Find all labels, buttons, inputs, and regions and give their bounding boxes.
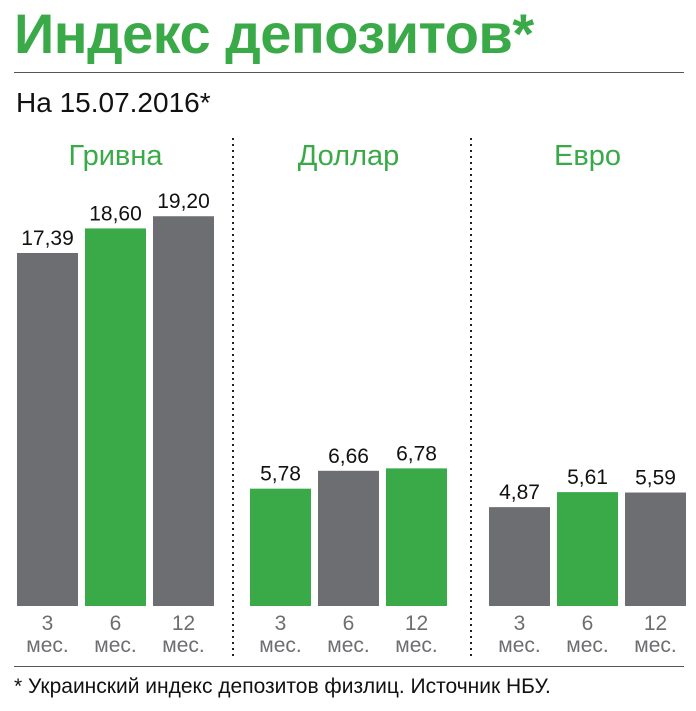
bar <box>557 492 618 606</box>
bar <box>17 252 78 606</box>
data-label: 18,60 <box>89 202 142 225</box>
footnote: * Украинский индекс депозитов физлиц. Ис… <box>14 675 551 698</box>
category-label-number: 3 <box>42 612 54 635</box>
category-label-unit: мес. <box>566 634 608 657</box>
category-label-unit: мес. <box>634 634 676 657</box>
data-label: 5,61 <box>567 466 608 489</box>
group-label: Гривна <box>69 140 164 172</box>
data-label: 6,78 <box>396 442 437 465</box>
bar <box>153 216 214 607</box>
bar <box>386 468 447 606</box>
bar <box>85 228 146 607</box>
bar <box>489 507 550 606</box>
category-label-number: 12 <box>172 612 195 635</box>
chart-subtitle: На 15.07.2016* <box>16 87 211 118</box>
category-label-number: 3 <box>275 612 287 635</box>
category-label-unit: мес. <box>259 634 301 657</box>
chart-title: Индекс депозитов* <box>14 2 534 65</box>
category-label-number: 6 <box>582 612 594 635</box>
category-label-number: 6 <box>343 612 355 635</box>
category-label-unit: мес. <box>327 634 369 657</box>
title-divider <box>14 72 684 73</box>
category-label-number: 12 <box>644 612 667 635</box>
category-label-number: 12 <box>405 612 428 635</box>
data-label: 4,87 <box>499 481 540 504</box>
group-label: Евро <box>554 140 621 172</box>
category-label-number: 6 <box>110 612 122 635</box>
category-label-unit: мес. <box>162 634 204 657</box>
category-label-unit: мес. <box>395 634 437 657</box>
bar <box>625 492 686 606</box>
data-label: 5,78 <box>260 463 301 486</box>
data-label: 5,59 <box>635 467 676 490</box>
data-label: 17,39 <box>21 227 74 250</box>
footnote-divider <box>14 666 684 667</box>
category-label-unit: мес. <box>498 634 540 657</box>
bar <box>250 488 311 606</box>
data-label: 6,66 <box>328 445 369 468</box>
bar <box>318 470 379 606</box>
category-label-number: 3 <box>514 612 526 635</box>
category-label-unit: мес. <box>94 634 136 657</box>
data-label: 19,20 <box>157 190 210 213</box>
category-label-unit: мес. <box>26 634 68 657</box>
group-label: Доллар <box>298 140 400 172</box>
